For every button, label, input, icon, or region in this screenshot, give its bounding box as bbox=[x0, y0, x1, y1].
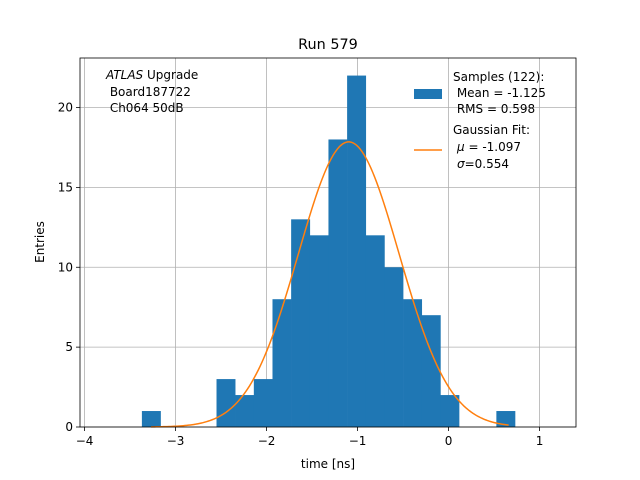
y-tick-label: 20 bbox=[58, 101, 73, 115]
histogram-bars bbox=[141, 75, 516, 428]
histogram-bar bbox=[272, 299, 292, 427]
legend: Samples (122): Mean = -1.125 RMS = 0.598… bbox=[414, 70, 546, 171]
annotation-line-2: Board187722 bbox=[106, 85, 191, 99]
histogram-bar bbox=[309, 235, 329, 427]
histogram-bar bbox=[253, 379, 273, 427]
y-axis-label: Entries bbox=[33, 221, 47, 263]
histogram-bar bbox=[403, 299, 423, 427]
legend-samples-line-3: RMS = 0.598 bbox=[453, 102, 535, 116]
x-tick-label: −1 bbox=[349, 434, 367, 448]
annotation-upgrade: Upgrade bbox=[143, 68, 198, 82]
histogram-bar bbox=[291, 219, 311, 427]
histogram-bar bbox=[347, 75, 367, 428]
legend-sigma-symbol: σ bbox=[457, 157, 465, 171]
x-tick-label: −3 bbox=[167, 434, 185, 448]
legend-samples-line-2: Mean = -1.125 bbox=[453, 86, 546, 100]
legend-fit-line-1: Gaussian Fit: bbox=[453, 123, 530, 137]
x-tick-label: −2 bbox=[258, 434, 276, 448]
histogram-bar bbox=[440, 395, 460, 427]
legend-sigma-value: =0.554 bbox=[465, 157, 509, 171]
histogram-bar bbox=[421, 315, 441, 427]
y-tick-label: 0 bbox=[65, 420, 73, 434]
atlas-annotation: ATLAS Upgrade Board187722 Ch064 50dB bbox=[105, 68, 198, 115]
axes-frame bbox=[79, 57, 577, 428]
legend-fit-line-2: μ = -1.097 bbox=[456, 140, 521, 154]
legend-samples-swatch bbox=[414, 89, 442, 99]
legend-fit-line-3: σ=0.554 bbox=[457, 157, 509, 171]
x-axis-label: time [ns] bbox=[301, 457, 355, 471]
x-tick-label: 1 bbox=[536, 434, 544, 448]
x-tick-label: 0 bbox=[445, 434, 453, 448]
annotation-line-1: ATLAS Upgrade bbox=[105, 68, 198, 82]
x-axis-ticks: −4 −3 −2 −1 0 1 bbox=[76, 427, 544, 448]
histogram-bar bbox=[328, 139, 348, 427]
y-tick-label: 5 bbox=[65, 340, 73, 354]
gaussian-fit-curve bbox=[150, 141, 509, 428]
histogram-bar bbox=[141, 411, 161, 427]
histogram-bar bbox=[235, 395, 255, 427]
y-tick-label: 10 bbox=[58, 260, 73, 274]
annotation-atlas: ATLAS bbox=[105, 68, 144, 82]
histogram-bar bbox=[216, 379, 236, 427]
chart-title: Run 579 bbox=[298, 37, 358, 53]
legend-samples-line-1: Samples (122): bbox=[453, 70, 544, 84]
legend-mu-value: = -1.097 bbox=[465, 140, 521, 154]
annotation-line-3: Ch064 50dB bbox=[106, 101, 184, 115]
x-tick-label: −4 bbox=[76, 434, 94, 448]
y-tick-label: 15 bbox=[58, 180, 73, 194]
histogram-bar bbox=[384, 267, 404, 427]
legend-mu-symbol: μ bbox=[456, 140, 465, 154]
y-axis-ticks: 0 5 10 15 20 bbox=[58, 101, 80, 434]
histogram-bar bbox=[496, 411, 516, 427]
histogram-bar bbox=[365, 235, 385, 427]
